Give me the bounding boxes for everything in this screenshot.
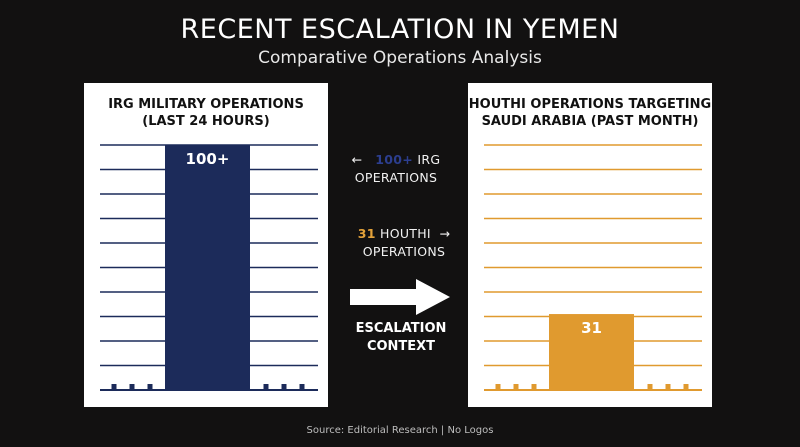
big-right-arrow-icon <box>350 279 450 315</box>
houthi-bar-value-label: 31 <box>581 319 602 337</box>
houthi-annotation-label-line2: OPERATIONS <box>362 244 446 259</box>
houthi-annotation-number: 31 <box>357 226 376 241</box>
houthi-tick-mark <box>531 384 537 390</box>
chart-title: RECENT ESCALATION IN YEMEN <box>180 14 620 45</box>
irg-tick-mark <box>111 384 117 390</box>
irg-tick-mark <box>281 384 287 390</box>
irg-bar <box>165 145 250 390</box>
escalation-context-label: ESCALATION CONTEXT <box>355 321 447 354</box>
irg-annotation: ← 100+ IRG OPERATIONS <box>336 151 456 187</box>
houthi-tick-mark <box>683 384 689 390</box>
irg-bar-value-label: 100+ <box>186 150 230 168</box>
irg-panel: IRG MILITARY OPERATIONS (LAST 24 HOURS) … <box>84 83 328 407</box>
houthi-tick-mark <box>647 384 653 390</box>
houthi-tick-mark <box>665 384 671 390</box>
houthi-annotation-label: HOUTHI <box>380 226 431 241</box>
right-arrow-icon: → <box>435 226 451 241</box>
irg-tick-mark <box>147 384 153 390</box>
chart-subtitle: Comparative Operations Analysis <box>258 48 542 68</box>
irg-tick-mark <box>263 384 269 390</box>
irg-annotation-number: 100+ <box>375 152 414 167</box>
irg-tick-mark <box>129 384 135 390</box>
source-note: Source: Editorial Research | No Logos <box>306 425 494 436</box>
irg-annotation-label-line2: OPERATIONS <box>354 170 438 185</box>
left-arrow-icon: ← <box>351 152 371 167</box>
houthi-chart: 31 <box>484 144 702 391</box>
houthi-annotation: 31 HOUTHI → OPERATIONS <box>342 225 466 261</box>
irg-tick-mark <box>299 384 305 390</box>
houthi-tick-mark <box>495 384 501 390</box>
irg-annotation-label: IRG <box>417 152 441 167</box>
houthi-panel-title: HOUTHI OPERATIONS TARGETING SAUDI ARABIA… <box>468 97 712 129</box>
houthi-panel: HOUTHI OPERATIONS TARGETING SAUDI ARABIA… <box>468 83 712 407</box>
irg-panel-title: IRG MILITARY OPERATIONS (LAST 24 HOURS) <box>108 97 304 129</box>
irg-chart: 100+ <box>100 144 318 391</box>
houthi-bar <box>549 314 634 390</box>
houthi-tick-mark <box>513 384 519 390</box>
